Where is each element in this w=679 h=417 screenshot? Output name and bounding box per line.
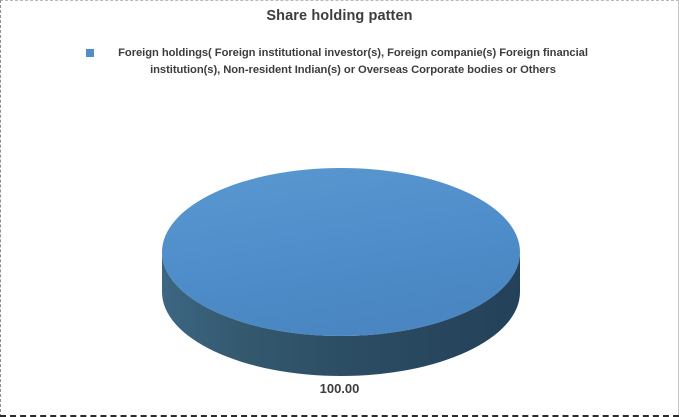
legend-item[interactable]: Foreign holdings( Foreign institutional … — [86, 45, 606, 78]
page-border-top — [0, 0, 679, 1]
chart-legend: Foreign holdings( Foreign institutional … — [86, 45, 606, 78]
page-border-bottom — [0, 415, 679, 417]
legend-item-label-line-1: Foreign holdings( Foreign institutional … — [118, 47, 588, 59]
page-border-left — [0, 0, 1, 417]
legend-item-label-line-2: institution(s), Non-resident Indian(s) o… — [150, 63, 556, 76]
legend-square-icon — [86, 49, 94, 57]
chart-title: Share holding patten — [266, 8, 413, 24]
pie-data-label-value: 100.00 — [319, 381, 360, 396]
pie-slice-side-wall — [162, 252, 520, 376]
pie-data-label: 100.00 — [0, 381, 679, 396]
pie-slice-foreign-holdings[interactable] — [162, 168, 520, 336]
